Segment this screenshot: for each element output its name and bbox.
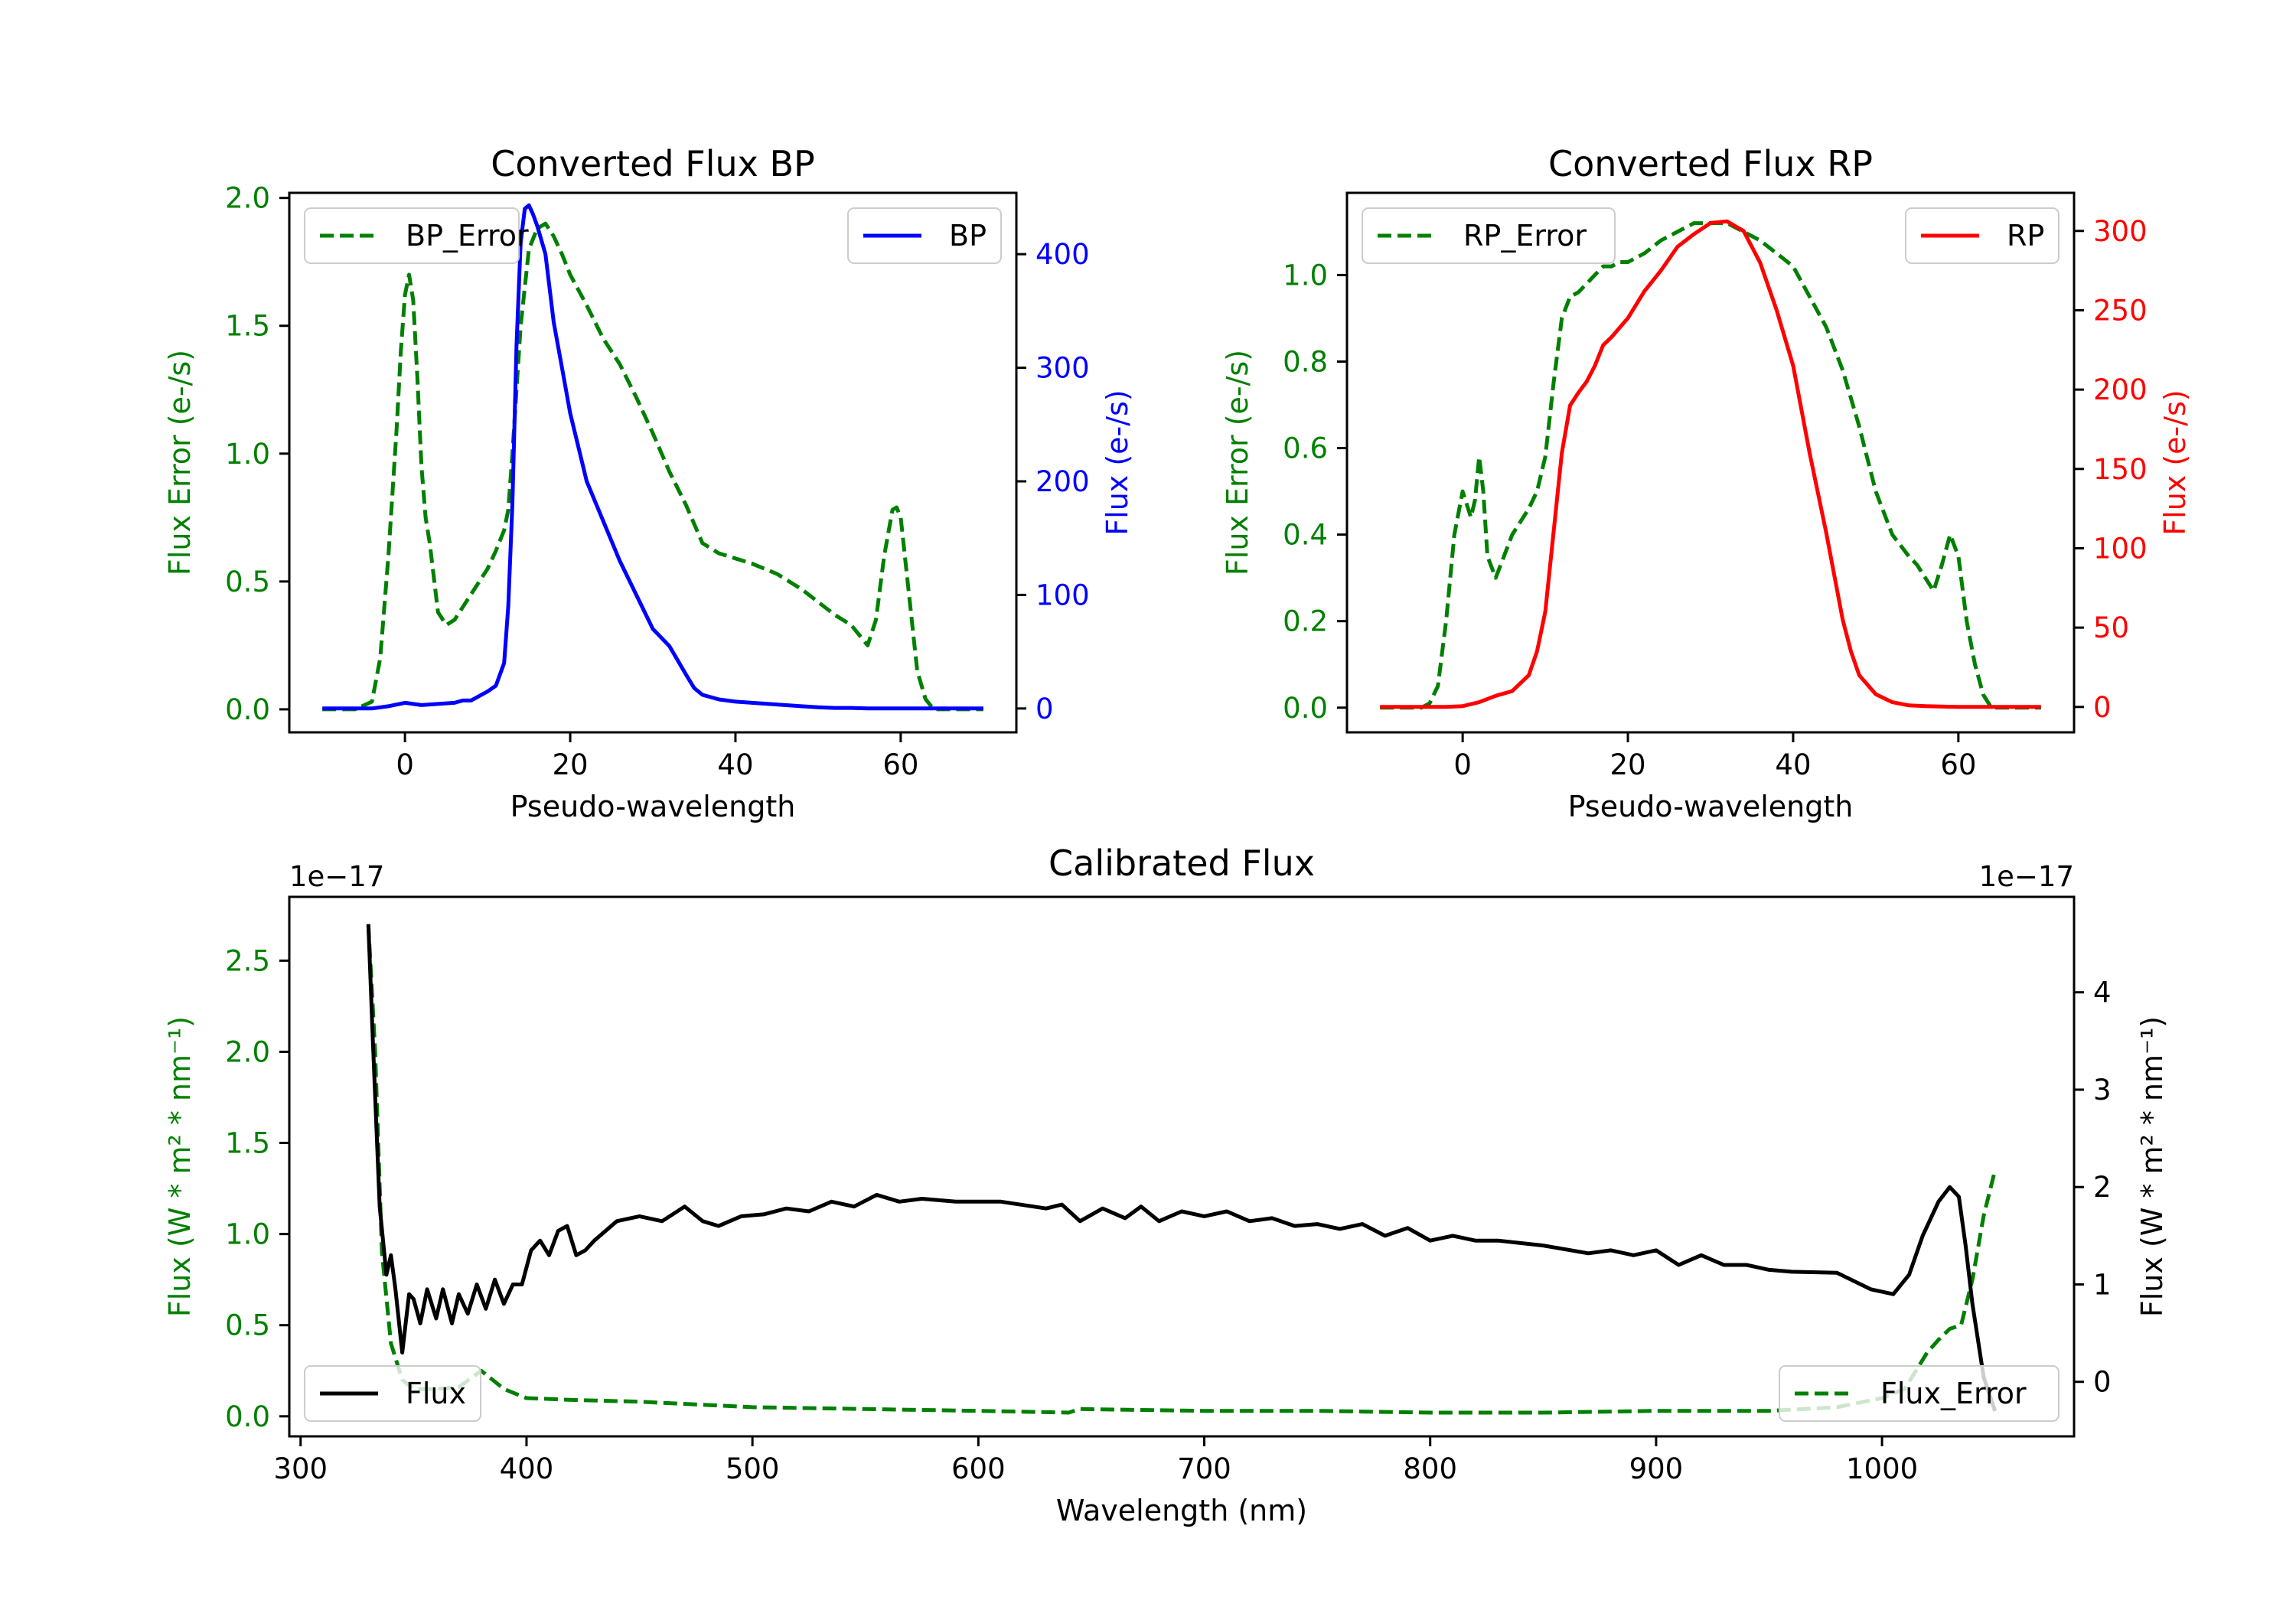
y-left-tick-label: 1.5	[225, 1127, 270, 1160]
bp-chart-title: Converted Flux BP	[491, 143, 815, 184]
y-left-tick-label: 0.5	[225, 1309, 270, 1342]
rp-axes-frame	[1345, 191, 2076, 734]
y-right-tick-label: 4	[2093, 976, 2112, 1009]
x-tick-label: 60	[1940, 748, 1976, 781]
y-left-tick-label: 2.5	[225, 944, 270, 977]
x-tick-label: 400	[500, 1452, 554, 1485]
legend-box	[1905, 207, 2060, 264]
series-line-flux	[366, 924, 1998, 1412]
legend-rp: RP	[1905, 207, 2060, 264]
x-tick-label: 700	[1177, 1452, 1231, 1485]
y-right-tick-label: 150	[2093, 453, 2148, 486]
series-line-flux-error	[366, 924, 1998, 1415]
series-line-bp	[322, 203, 983, 711]
rp-series-group	[1380, 219, 2041, 710]
y-right-tick-label: 50	[2093, 611, 2129, 644]
legend-rp-error: RP_Error	[1362, 207, 1616, 264]
legend-label: BP	[949, 219, 987, 253]
y-right-tick-label: 1	[2093, 1268, 2112, 1301]
y-left-offset-label: 1e−17	[289, 860, 384, 893]
y-right-tick-label: 0	[2093, 1366, 2112, 1399]
y-right-tick-label: 250	[2093, 294, 2148, 327]
legend-flux-error: Flux_Error	[1779, 1365, 2060, 1422]
y-right-tick-label: 0	[2093, 691, 2112, 724]
y-left-tick-label: 1.5	[225, 310, 270, 343]
x-tick-label: 1000	[1846, 1452, 1918, 1485]
legend-label: Flux	[406, 1377, 466, 1410]
x-axis-label: Pseudo-wavelength	[510, 790, 796, 823]
y-right-tick-label: 0	[1035, 693, 1054, 725]
x-tick-label: 600	[951, 1452, 1006, 1485]
y-right-tick-label: 2	[2093, 1171, 2112, 1204]
y-left-tick-label: 1.0	[225, 438, 270, 471]
legend-bp: BP	[847, 207, 1002, 264]
y-right-tick-label: 300	[2093, 215, 2148, 248]
y-left-tick-label: 2.0	[225, 182, 270, 215]
rp-panel: 0 20 40 60 Pseudo-wavelength 0.0 0.2 0.4 0.6 0.8 1…	[1221, 143, 2192, 823]
y-left-tick-label: 0.2	[1283, 605, 1328, 638]
x-tick-label: 40	[1775, 748, 1811, 781]
y-right-axis-label: Flux (e-/s)	[1101, 390, 1134, 535]
x-tick-label: 60	[882, 748, 918, 781]
y-left-axis-label: Flux Error (e-/s)	[1221, 350, 1254, 575]
x-tick-label: 800	[1403, 1452, 1457, 1485]
legend-box	[1779, 1365, 2060, 1422]
series-line-rp-error	[1380, 221, 2041, 710]
y-right-axis-label: Flux (W * m² * nm⁻¹)	[2135, 1016, 2169, 1317]
x-tick-label: 20	[1609, 748, 1645, 781]
y-right-tick-label: 200	[2093, 373, 2148, 406]
x-axis-label: Wavelength (nm)	[1056, 1494, 1307, 1527]
calibrated-panel: 300 400 500 600 700 800 900 1000 Wavelength (nm)…	[163, 843, 2169, 1527]
legend-label: RP	[2007, 219, 2044, 253]
y-right-tick-label: 3	[2093, 1074, 2112, 1107]
y-left-tick-label: 0.6	[1283, 432, 1328, 465]
x-tick-label: 900	[1629, 1452, 1684, 1485]
x-tick-label: 0	[1453, 748, 1472, 781]
bp-panel: 0 20 40 60 Pseudo-wavelength 0.0 0.5 1.0 1.5 2.0 0…	[163, 143, 1134, 823]
legend-box	[304, 1365, 481, 1422]
y-left-tick-label: 0.0	[225, 693, 270, 726]
x-tick-label: 40	[717, 748, 753, 781]
bp-axes-frame	[288, 191, 1018, 734]
y-left-tick-label: 0.8	[1283, 345, 1328, 378]
legend-box	[304, 207, 520, 264]
bp-series-group	[322, 203, 983, 712]
series-line-rp	[1380, 219, 2041, 709]
y-right-tick-label: 100	[2093, 532, 2148, 565]
x-tick-label: 500	[726, 1452, 780, 1485]
y-left-tick-label: 0.0	[1283, 692, 1328, 725]
rp-chart-title: Converted Flux RP	[1548, 143, 1873, 184]
y-left-tick-label: 1.0	[1283, 259, 1328, 292]
x-axis-label: Pseudo-wavelength	[1568, 790, 1854, 823]
legend-box	[1362, 207, 1616, 264]
y-right-tick-label: 300	[1035, 352, 1090, 385]
y-left-tick-label: 0.5	[225, 566, 270, 598]
legend-bp-error: BP_Error	[304, 207, 529, 264]
legend-label: Flux_Error	[1880, 1377, 2027, 1410]
y-left-tick-label: 0.0	[225, 1400, 270, 1433]
y-left-tick-label: 2.0	[225, 1035, 270, 1068]
y-right-tick-label: 200	[1035, 465, 1090, 498]
calibrated-chart-title: Calibrated Flux	[1049, 843, 1315, 884]
y-left-tick-label: 0.4	[1283, 519, 1328, 552]
legend-label: BP_Error	[406, 219, 529, 253]
legend-flux: Flux	[304, 1365, 481, 1422]
y-right-tick-label: 100	[1035, 579, 1090, 611]
calibrated-series-group	[366, 924, 1998, 1415]
legend-box	[847, 207, 1002, 264]
y-right-axis-label: Flux (e-/s)	[2158, 390, 2192, 535]
y-left-axis-label: Flux (W * m² * nm⁻¹)	[163, 1016, 197, 1317]
x-tick-label: 20	[552, 748, 588, 781]
legend-label: RP_Error	[1463, 219, 1587, 253]
x-tick-label: 300	[273, 1452, 328, 1485]
y-right-tick-label: 400	[1035, 238, 1090, 271]
y-left-axis-label: Flux Error (e-/s)	[163, 350, 197, 575]
series-line-bp-error	[322, 221, 983, 712]
x-tick-label: 0	[396, 748, 414, 781]
calibrated-axes-frame	[288, 895, 2076, 1438]
y-right-offset-label: 1e−17	[1979, 860, 2074, 893]
y-left-tick-label: 1.0	[225, 1218, 270, 1251]
